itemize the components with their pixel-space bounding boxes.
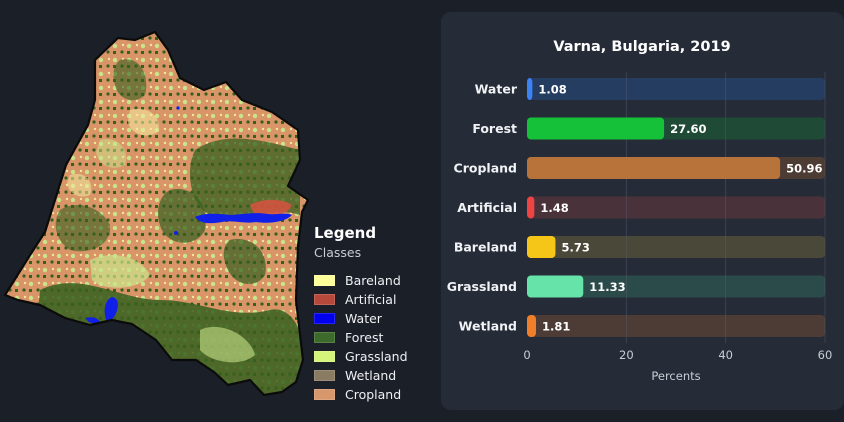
bar-forest [527,117,665,140]
category-label: Water [475,82,518,97]
legend-item: Water [314,309,434,328]
chart-panel: Varna, Bulgaria, 2019 Water 1.08 Forest 27.6… [441,12,844,410]
category-label: Grassland [447,279,517,294]
legend-swatch [314,313,335,324]
chart-title: Varna, Bulgaria, 2019 [553,39,730,55]
legend-label: Forest [345,330,384,345]
value-label: 1.48 [540,201,568,215]
category-label: Forest [472,121,517,136]
legend-item: Grassland [314,347,434,366]
x-axis-label: Percents [651,369,700,383]
value-label: 1.08 [538,83,566,97]
water-reservoir [104,297,118,321]
legend-swatch [314,351,335,362]
forest-patch [190,138,300,218]
forest-patch [158,189,206,243]
bar-artificial [527,196,535,219]
legend-item: Wetland [314,366,434,385]
grassland-patch [96,139,127,168]
x-tick-label: 60 [818,348,833,362]
water-pond [174,231,178,235]
legend-label: Water [345,311,382,326]
value-label: 11.33 [589,280,625,294]
land-cover-bar-chart: Varna, Bulgaria, 2019 Water 1.08 Forest 27.6… [447,39,833,383]
legend-title: Legend [314,224,377,242]
legend-label: Grassland [345,349,408,364]
bar-water [527,78,533,100]
bareland-patch [128,108,159,136]
legend-item: Cropland [314,385,434,404]
region-outline [3,30,310,397]
bareland-patch [67,173,92,197]
land-cover-map [0,0,320,422]
legend-swatch [314,332,335,343]
legend-subtitle: Classes [314,245,362,260]
bar-cropland [527,157,781,179]
category-label: Cropland [454,161,517,176]
grassland-patch [200,326,255,363]
category-label: Artificial [457,200,517,215]
legend-label: Cropland [345,387,402,402]
x-tick-label: 0 [523,348,530,362]
legend-swatch [314,389,335,400]
category-label: Wetland [459,319,517,334]
bar-wetland [527,315,536,337]
x-tick-label: 40 [718,348,733,362]
legend-swatch [314,294,335,305]
water-reservoir [86,317,100,324]
grassland-patch [90,255,150,288]
forest-patch [113,59,147,101]
legend-label: Artificial [345,292,397,307]
legend-items: Bareland Artificial Water Forest Grassland We… [314,271,434,404]
legend-label: Wetland [345,368,397,383]
artificial-urban-area [250,199,292,218]
legend-item: Forest [314,328,434,347]
legend-swatch [314,275,335,286]
category-label: Bareland [454,240,517,255]
forest-patch [223,239,266,285]
value-label: 50.96 [786,162,822,176]
value-label: 1.81 [542,320,570,334]
bar-track [527,196,825,219]
bar-bareland [527,236,556,258]
legend-swatch [314,370,335,381]
land-cover-map-svg [3,30,310,397]
x-tick-label: 20 [619,348,634,362]
bar-grassland [527,275,584,298]
forest-patch [55,205,111,252]
bar-track [527,236,825,258]
bar-track [527,315,825,337]
water-pond [176,106,180,110]
bar-track [527,78,825,100]
legend-label: Bareland [345,273,401,288]
value-label: 5.73 [561,241,589,255]
legend-item: Bareland [314,271,434,290]
legend-item: Artificial [314,290,434,309]
bar-track [527,275,825,298]
value-label: 27.60 [670,122,706,136]
map-legend: Legend Classes Bareland Artificial Water Fo… [314,224,434,404]
water-lake-varna [195,213,292,224]
